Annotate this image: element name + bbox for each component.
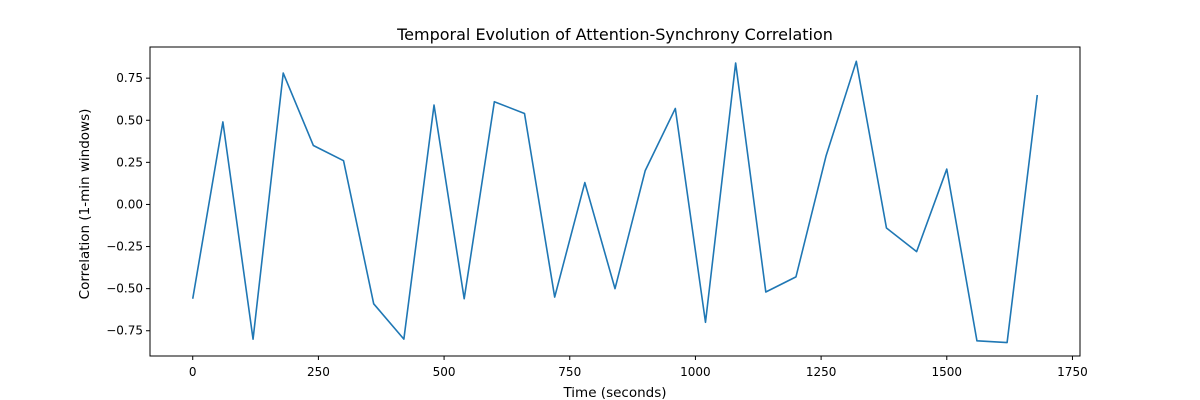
y-axis-label: Correlation (1-min windows) (77, 109, 93, 300)
y-tick-label: 0.75 (116, 71, 143, 85)
y-axis: −0.75 −0.50 −0.25 0.00 0.25 0.50 0.75 (106, 71, 150, 338)
x-tick-label: 750 (558, 365, 581, 379)
x-tick-label: 1250 (806, 365, 837, 379)
x-axis-label: Time (seconds) (562, 385, 666, 400)
y-tick-label: −0.50 (106, 282, 143, 296)
x-tick-label: 1500 (932, 365, 963, 379)
x-tick-label: 0 (189, 365, 197, 379)
x-axis: 0 250 500 750 1000 1250 1500 1750 (189, 356, 1088, 379)
x-tick-label: 1000 (680, 365, 711, 379)
y-tick-label: 0.50 (116, 113, 143, 127)
y-tick-label: 0.00 (116, 197, 143, 211)
y-tick-label: −0.25 (106, 240, 143, 254)
chart-title: Temporal Evolution of Attention-Synchron… (396, 25, 833, 44)
x-tick-label: 500 (433, 365, 456, 379)
x-tick-label: 1750 (1057, 365, 1088, 379)
y-tick-label: −0.75 (106, 324, 143, 338)
plot-frame (149, 46, 1081, 357)
x-tick-label: 250 (307, 365, 330, 379)
plot-area (149, 46, 1081, 357)
series-line (191, 60, 1039, 344)
y-tick-label: 0.25 (116, 155, 143, 169)
